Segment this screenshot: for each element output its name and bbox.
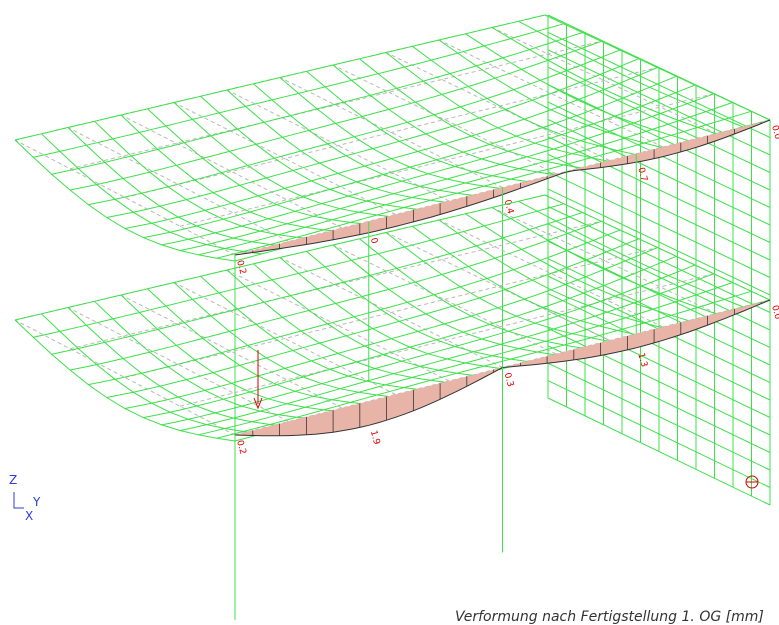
- slab-mesh: [67, 127, 289, 248]
- wall-mesh: [547, 136, 771, 243]
- slab-mesh: [67, 307, 289, 428]
- slab-mesh: [88, 229, 621, 386]
- wall-mesh: [547, 119, 771, 226]
- slab-mesh: [120, 294, 343, 413]
- slab-mesh: [69, 220, 602, 371]
- wall-mesh: [547, 171, 771, 278]
- undeformed-line: [67, 307, 289, 422]
- slab-mesh: [69, 40, 602, 191]
- wall-mesh: [547, 293, 771, 401]
- axis-y: Y: [32, 495, 41, 509]
- axis-lines: [13, 492, 24, 509]
- caption: Verformung nach Fertigstellung 1. OG [mm…: [455, 609, 764, 625]
- undeformed-line: [124, 67, 658, 198]
- wall-mesh: [547, 327, 771, 436]
- slab-mesh: [51, 212, 583, 355]
- axis-indicator: Z Y X: [9, 473, 41, 523]
- wall-mesh: [547, 362, 771, 471]
- slab-mesh: [33, 203, 564, 338]
- result-label: 0.0: [769, 124, 779, 141]
- slab-mesh: [143, 75, 677, 239]
- slab-mesh: [33, 23, 564, 158]
- slab-mesh: [106, 238, 639, 398]
- slab-mesh: [94, 300, 316, 420]
- slab-mesh: [253, 83, 476, 197]
- undeformed-line: [491, 207, 717, 314]
- undeformed-line: [14, 319, 236, 436]
- result-label: 0.2: [234, 439, 247, 455]
- slab-mesh: [88, 49, 621, 206]
- wall-mesh: [547, 31, 771, 138]
- slab-mesh: [198, 282, 733, 436]
- undeformed-line: [173, 102, 396, 215]
- undeformed-line: [124, 247, 658, 378]
- wall-mesh: [547, 345, 771, 453]
- slab-mesh: [412, 225, 637, 336]
- undeformed-line: [332, 244, 557, 355]
- slab-mesh: [94, 120, 316, 240]
- load-arrow-head: [253, 397, 263, 410]
- result-label: 0.0: [769, 304, 779, 321]
- axis-x: X: [25, 509, 33, 523]
- undeformed-line: [120, 294, 343, 409]
- wall-mesh: [547, 380, 771, 488]
- undeformed-line: [279, 257, 503, 368]
- slab-mesh: [14, 194, 546, 321]
- slab-mesh: [106, 58, 639, 218]
- result-label: 0.7: [635, 166, 648, 182]
- result-label: 0.3: [502, 372, 515, 388]
- slab-mesh: [198, 102, 733, 256]
- undeformed-line: [438, 39, 664, 148]
- undeformed-line: [179, 93, 714, 227]
- result-label: 1.9: [368, 429, 381, 446]
- undeformed-line: [69, 220, 602, 350]
- undeformed-line: [279, 77, 503, 188]
- result-label: 0.4: [502, 199, 515, 216]
- undeformed-line: [14, 139, 236, 256]
- slab-mesh: [412, 45, 637, 156]
- undeformed-line: [438, 219, 664, 328]
- wall-mesh: [547, 49, 771, 156]
- slab-mesh: [253, 263, 476, 377]
- undeformed-line: [67, 127, 289, 242]
- wall-mesh: [547, 84, 771, 191]
- undeformed-line: [385, 52, 610, 161]
- undeformed-line: [179, 273, 714, 407]
- result-diagram: [235, 300, 770, 436]
- wall-mesh: [547, 188, 771, 296]
- undeformed-line: [173, 282, 396, 395]
- slab-mesh: [51, 32, 583, 175]
- wall-mesh: [547, 153, 771, 261]
- undeformed-line: [332, 64, 557, 175]
- undeformed-line: [226, 269, 450, 382]
- slab-mesh: [179, 273, 714, 431]
- undeformed-line: [226, 89, 450, 202]
- slab-mesh: [120, 114, 343, 233]
- slab-mesh: [161, 84, 696, 246]
- slab-mesh: [179, 93, 714, 251]
- axis-z: Z: [9, 473, 17, 487]
- slab-mesh: [124, 67, 658, 229]
- slab-mesh: [216, 110, 752, 259]
- model: 0.2 0 0.4 0.7 0.0 0.2 1.9 0.3 1.3 0.0: [14, 14, 779, 620]
- undeformed-line: [69, 40, 602, 170]
- undeformed-line: [491, 27, 717, 134]
- slab-mesh: [14, 14, 546, 141]
- slab-mesh: [124, 247, 658, 409]
- undeformed-line: [120, 114, 343, 229]
- undeformed-line: [385, 232, 610, 341]
- wall-mesh: [547, 310, 771, 418]
- result-label: 0: [368, 237, 379, 245]
- result-label: 1.3: [635, 352, 648, 368]
- wall-mesh: [547, 397, 771, 506]
- slab-mesh: [161, 264, 696, 426]
- slab-mesh: [143, 255, 677, 419]
- wall-mesh: [547, 66, 771, 173]
- wall-mesh: [547, 206, 771, 313]
- result-label: 0.2: [234, 259, 247, 275]
- slab-mesh: [216, 290, 752, 439]
